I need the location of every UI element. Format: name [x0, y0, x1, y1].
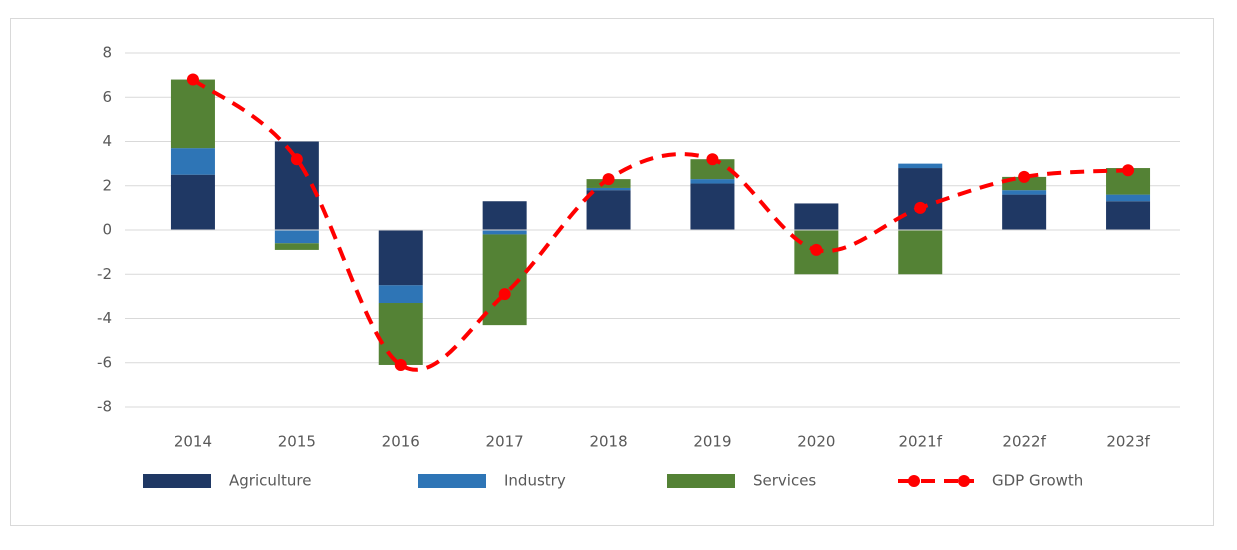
line-marker — [602, 173, 615, 186]
legend-label: GDP Growth — [992, 472, 1083, 490]
bar — [690, 183, 735, 230]
y-tick-label: 4 — [102, 132, 112, 150]
x-tick-label: 2015 — [278, 433, 316, 451]
bar — [170, 79, 215, 149]
y-tick-label: 0 — [102, 221, 112, 239]
x-tick-label: 2018 — [589, 433, 627, 451]
y-tick-label: 6 — [102, 88, 112, 106]
legend-label: Services — [753, 472, 816, 490]
bar — [794, 203, 839, 230]
legend-item: GDP Growth — [898, 472, 1083, 490]
x-tick-label: 2019 — [693, 433, 731, 451]
legend-item: Industry — [418, 472, 566, 490]
legend-label: Industry — [504, 472, 566, 490]
bar — [482, 230, 527, 235]
bar — [586, 190, 631, 230]
bar — [690, 159, 735, 180]
line-marker — [914, 201, 927, 214]
bar — [378, 285, 423, 304]
bar — [898, 163, 943, 169]
legend-swatch — [143, 474, 211, 488]
legend-marker — [958, 475, 970, 487]
line-marker — [810, 243, 823, 256]
bar — [274, 230, 319, 244]
bar — [170, 174, 215, 230]
x-tick-label: 2017 — [486, 433, 524, 451]
bar — [1002, 190, 1047, 195]
line-marker — [706, 153, 719, 166]
x-tick-label: 2014 — [174, 433, 212, 451]
x-tick-label: 2023f — [1106, 433, 1150, 451]
legend-swatch — [667, 474, 735, 488]
line-marker — [186, 73, 199, 86]
bar — [898, 230, 943, 275]
bar — [1106, 194, 1151, 202]
legend-swatch — [418, 474, 486, 488]
bar — [482, 234, 527, 326]
x-tick-label: 2022f — [1002, 433, 1046, 451]
bar — [482, 201, 527, 230]
y-tick-label: -2 — [97, 265, 112, 283]
bar — [898, 168, 943, 230]
bar — [586, 187, 631, 191]
bar — [1106, 201, 1151, 230]
bar — [378, 230, 423, 286]
bar — [170, 148, 215, 175]
y-tick-label: 8 — [102, 44, 112, 62]
x-tick-label: 2020 — [797, 433, 835, 451]
legend-marker — [908, 475, 920, 487]
y-tick-label: 2 — [102, 176, 112, 194]
y-tick-label: -4 — [97, 309, 112, 327]
line-marker — [1018, 170, 1031, 183]
line-marker — [498, 288, 511, 301]
legend-label: Agriculture — [229, 472, 312, 490]
line-marker — [1122, 164, 1135, 177]
bar — [378, 303, 423, 365]
legend-item: Agriculture — [143, 472, 312, 490]
y-tick-label: -8 — [97, 398, 112, 416]
bar — [690, 179, 735, 184]
bar — [1002, 194, 1047, 230]
line — [191, 77, 1129, 372]
legend-item: Services — [667, 472, 816, 490]
bar — [274, 243, 319, 250]
y-tick-label: -6 — [97, 353, 112, 371]
line-marker — [394, 358, 407, 371]
x-tick-label: 2016 — [382, 433, 420, 451]
x-tick-label: 2021f — [899, 433, 943, 451]
line-marker — [290, 153, 303, 166]
